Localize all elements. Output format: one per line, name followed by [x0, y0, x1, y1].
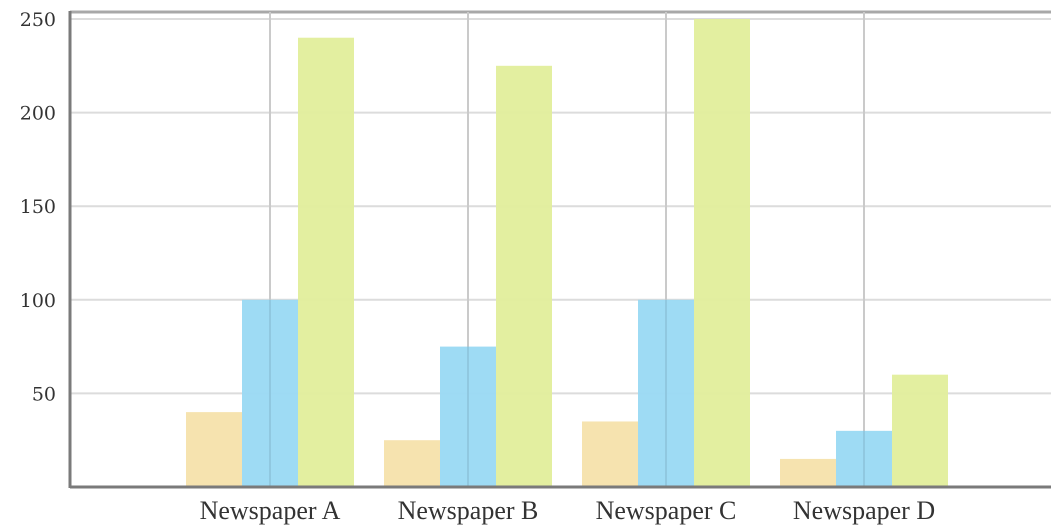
y-tick-label: 50 — [32, 383, 56, 405]
bars — [186, 12, 948, 488]
bar-series1-newspaper-b — [384, 440, 440, 487]
bar-series1-newspaper-d — [780, 458, 836, 487]
x-category-labels: Newspaper A Newspaper B Newspaper C Newspap… — [200, 496, 936, 525]
bar-series1-newspaper-c — [582, 421, 638, 487]
bar-series2-newspaper-b — [440, 346, 496, 487]
x-category-label: Newspaper A — [200, 496, 341, 525]
x-category-label: Newspaper D — [793, 496, 935, 525]
bar-series1-newspaper-a — [186, 412, 242, 487]
bar-series2-newspaper-d — [836, 430, 892, 487]
bar-series3-newspaper-a — [298, 37, 354, 487]
x-category-label: Newspaper C — [596, 496, 737, 525]
y-tick-labels: 50 100 150 200 250 — [20, 9, 56, 405]
bar-series3-newspaper-b — [496, 65, 552, 488]
bar-series3-newspaper-d — [892, 374, 948, 487]
bar-series3-newspaper-c — [694, 19, 750, 487]
y-tick-label: 200 — [20, 103, 56, 125]
x-category-label: Newspaper B — [398, 496, 539, 525]
grid-lines — [70, 10, 1051, 487]
bar-series2-newspaper-c — [638, 299, 694, 487]
y-tick-label: 150 — [20, 196, 56, 218]
bar-series2-newspaper-a — [242, 299, 298, 487]
y-tick-label: 100 — [20, 290, 56, 312]
y-tick-label: 250 — [20, 9, 56, 31]
axes — [68, 11, 1051, 489]
